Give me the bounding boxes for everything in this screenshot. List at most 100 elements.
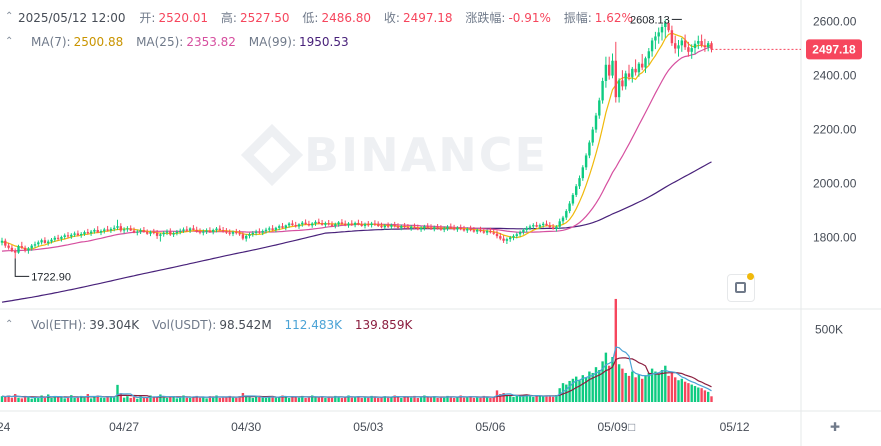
- volume-bar: [76, 396, 80, 402]
- volume-bar: [314, 397, 317, 402]
- candle-body: [700, 41, 703, 46]
- candle-body: [17, 246, 20, 253]
- candle-body: [47, 241, 50, 243]
- ma-legend: MA(7): 2500.88 MA(25): 2353.82 MA(99): 1950…: [31, 35, 358, 49]
- volume-bar: [390, 396, 393, 402]
- indicator-settings-button[interactable]: [727, 274, 755, 302]
- volume-bar: [707, 391, 710, 402]
- candle-body: [155, 232, 159, 236]
- notification-dot-icon: [747, 273, 754, 280]
- candle-body: [212, 229, 215, 232]
- drawing-tool-icon[interactable]: □: [628, 420, 636, 434]
- candle-body: [324, 223, 327, 225]
- volume-bar: [660, 370, 664, 402]
- volume-bar: [542, 396, 545, 402]
- candle-body: [53, 237, 56, 240]
- volume-bar: [152, 397, 155, 402]
- volume-bar: [311, 395, 314, 402]
- candle-body: [0, 240, 4, 243]
- close-value: 2497.18: [402, 11, 453, 25]
- candle-body: [215, 228, 218, 230]
- candle-body: [608, 64, 611, 76]
- candle-body: [185, 229, 188, 231]
- candle-body: [202, 231, 205, 233]
- volume-bar: [449, 396, 452, 402]
- volume-bar: [525, 394, 528, 402]
- volume-bar: [142, 397, 146, 402]
- candle-body: [291, 223, 294, 226]
- volume-bar: [185, 397, 188, 402]
- volume-bar: [297, 397, 301, 402]
- volume-bar: [274, 397, 278, 402]
- volume-bar: [426, 397, 429, 402]
- candle-body: [330, 224, 334, 226]
- collapse-ma-toggle[interactable]: ⌃: [5, 36, 14, 47]
- candle-body: [317, 221, 320, 224]
- candle-body: [512, 235, 515, 238]
- volume-bar: [469, 396, 472, 402]
- volume-bar: [261, 397, 264, 402]
- ma99-value: 1950.53: [299, 35, 349, 49]
- volume-bar: [456, 397, 459, 402]
- volume-bar: [159, 394, 162, 402]
- volume-bar: [528, 396, 532, 402]
- volume-bar: [555, 395, 558, 402]
- candle-body: [436, 227, 439, 229]
- candle-body: [367, 224, 370, 226]
- volume-bar: [423, 395, 426, 402]
- candle-body: [307, 224, 311, 226]
- vol-ma1-value: 112.483K: [284, 318, 343, 332]
- high-marker-label: 2608.13: [630, 14, 670, 26]
- time-tick-label: /24: [0, 420, 11, 434]
- candle-body: [33, 244, 37, 246]
- candle-body: [406, 227, 410, 229]
- volume-bar: [674, 377, 677, 402]
- volume-bar: [301, 395, 304, 402]
- volume-bar: [433, 396, 436, 402]
- candle-body: [119, 226, 122, 231]
- volume-bar: [518, 396, 522, 402]
- price-tick-label: 2600.00: [813, 15, 857, 29]
- volume-bar: [462, 397, 466, 402]
- volume-bar: [360, 397, 363, 402]
- volume-bar: [60, 397, 63, 402]
- low-marker-label: 1722.90: [31, 271, 71, 283]
- volume-bar: [373, 397, 377, 402]
- vol-usdt-label: Vol(USDT):: [151, 318, 217, 332]
- volume-bar: [162, 397, 165, 402]
- vol-eth-label: Vol(ETH):: [31, 318, 87, 332]
- volume-bar: [146, 397, 149, 402]
- volume-bar: [70, 395, 73, 402]
- candle-body: [89, 231, 93, 234]
- volume-bar: [198, 397, 202, 402]
- candle-body: [479, 229, 482, 232]
- collapse-vol-toggle[interactable]: ⌃: [5, 319, 14, 330]
- candle-body: [594, 115, 598, 130]
- time-tick-label: 05/12: [720, 420, 750, 434]
- candle-body: [7, 245, 10, 248]
- candle-body: [251, 232, 254, 235]
- candle-body: [482, 231, 485, 233]
- volume-bar: [647, 372, 650, 402]
- candle-body: [159, 234, 162, 236]
- collapse-info-toggle[interactable]: ⌃: [5, 11, 14, 22]
- volume-bar: [512, 396, 515, 402]
- close-label: 收:: [383, 11, 400, 25]
- binance-watermark: BINANCE: [240, 123, 548, 187]
- candle-body: [311, 223, 314, 226]
- candle-body: [198, 231, 202, 233]
- volume-bar: [294, 396, 297, 402]
- volume-bar: [103, 397, 106, 402]
- candle-body: [360, 224, 363, 226]
- candle-body: [268, 228, 271, 230]
- volume-bar: [278, 396, 281, 402]
- candle-body: [601, 80, 604, 101]
- volume-bar: [63, 398, 66, 402]
- volume-bar: [304, 397, 307, 402]
- candle-body: [113, 227, 116, 229]
- volume-bar: [228, 395, 231, 402]
- crosshair-tool-icon[interactable]: ✚: [830, 420, 841, 434]
- volume-bar: [330, 397, 334, 402]
- candle-body: [172, 233, 175, 235]
